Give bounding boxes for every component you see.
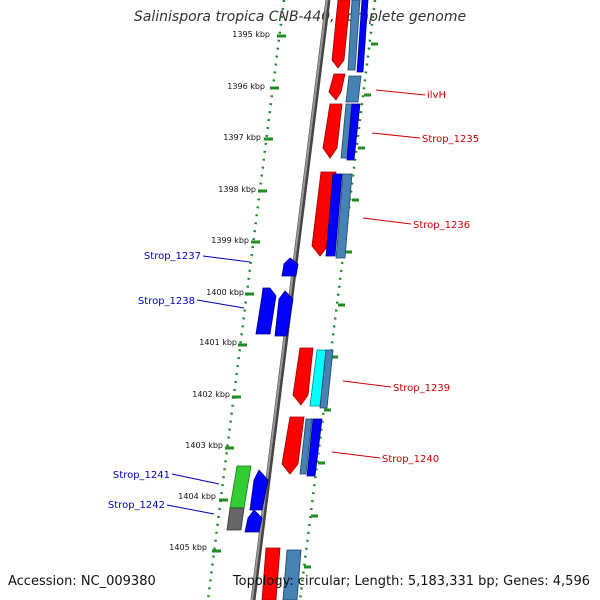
gene-forward: [311, 171, 337, 257]
gene-reverse: [356, 0, 369, 73]
gene-reverse: [325, 173, 343, 257]
gene-reverse: [281, 257, 299, 277]
gene-steel: [345, 75, 362, 103]
gene-label-ilvH: ilvH: [427, 90, 446, 101]
scale-label: 1401 kbp: [199, 338, 237, 347]
gene-forward: [331, 0, 351, 69]
forward-genes: [261, 0, 369, 600]
scale-label: 1398 kbp: [218, 185, 256, 194]
gene-label-strop-1238: Strop_1238: [138, 296, 195, 307]
forward-gene-labels: ilvH Strop_1235 Strop_1236 Strop_1239 St…: [382, 90, 479, 465]
gene-label-strop-1242: Strop_1242: [108, 500, 165, 511]
scale-ticks: [212, 34, 286, 553]
gene-steel: [335, 173, 353, 259]
gene-steel: [299, 418, 313, 475]
gene-forward: [281, 416, 305, 475]
gene-label-strop-1237: Strop_1237: [144, 251, 201, 262]
gene-forward: [322, 103, 343, 159]
gene-steel: [319, 349, 334, 409]
forward-label-lines: [331, 89, 426, 459]
genome-summary-text: Topology: circular; Length: 5,183,331 bp…: [232, 574, 590, 589]
reverse-label-lines: [166, 255, 251, 515]
gene-forward: [328, 73, 346, 101]
gene-forward: [292, 347, 314, 406]
gene-reverse: [255, 287, 277, 335]
accession-text: Accession: NC_009380: [8, 574, 156, 589]
gene-gray: [226, 507, 245, 531]
gene-label-strop-1235: Strop_1235: [422, 134, 479, 145]
reverse-genes: [226, 257, 299, 533]
gene-reverse: [346, 103, 361, 161]
gene-steel: [347, 0, 361, 71]
scale-label: 1399 kbp: [211, 236, 249, 245]
scale-label: 1397 kbp: [223, 133, 261, 142]
gene-forward: [261, 547, 281, 600]
gene-steel: [282, 549, 302, 600]
gene-label-strop-1241: Strop_1241: [113, 470, 170, 481]
gene-label-strop-1236: Strop_1236: [413, 220, 470, 231]
scale-label: 1405 kbp: [169, 543, 207, 552]
scale-label: 1404 kbp: [178, 492, 216, 501]
scale-label: 1402 kbp: [192, 390, 230, 399]
scale-label: 1395 kbp: [232, 30, 270, 39]
gene-green: [229, 465, 252, 509]
scale-label: 1403 kbp: [185, 441, 223, 450]
reverse-gene-labels: Strop_1237 Strop_1238 Strop_1241 Strop_1…: [108, 251, 201, 511]
scale-label: 1400 kbp: [206, 288, 244, 297]
gene-reverse: [306, 418, 323, 477]
outer-ticks: [304, 42, 378, 569]
gene-reverse: [249, 469, 269, 511]
gene-label-strop-1239: Strop_1239: [393, 383, 450, 394]
gene-label-strop-1240: Strop_1240: [382, 454, 439, 465]
map-title: Salinispora tropica CNB-440, complete ge…: [133, 9, 467, 25]
gene-reverse: [244, 509, 263, 533]
gene-reverse: [274, 290, 294, 337]
scale-label: 1396 kbp: [227, 82, 265, 91]
scale-labels: 1395 kbp 1396 kbp 1397 kbp 1398 kbp 1399…: [169, 30, 270, 552]
